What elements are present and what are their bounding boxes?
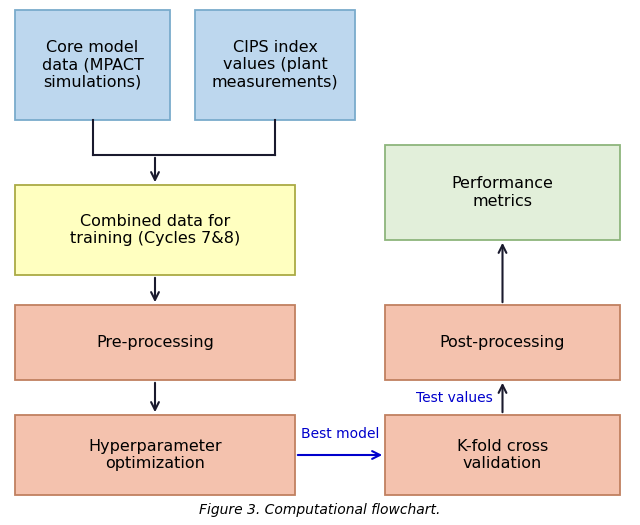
Text: Core model
data (MPACT
simulations): Core model data (MPACT simulations) (42, 40, 143, 90)
Text: K-fold cross
validation: K-fold cross validation (457, 439, 548, 471)
Text: Test values: Test values (416, 391, 493, 404)
FancyBboxPatch shape (385, 145, 620, 240)
Text: Best model: Best model (301, 427, 379, 441)
Text: Figure 3. Computational flowchart.: Figure 3. Computational flowchart. (199, 503, 441, 517)
Text: Pre-processing: Pre-processing (96, 335, 214, 350)
FancyBboxPatch shape (195, 10, 355, 120)
Text: Performance
metrics: Performance metrics (452, 176, 554, 209)
Text: Post-processing: Post-processing (440, 335, 565, 350)
Text: Hyperparameter
optimization: Hyperparameter optimization (88, 439, 222, 471)
FancyBboxPatch shape (15, 305, 295, 380)
FancyBboxPatch shape (15, 10, 170, 120)
FancyBboxPatch shape (385, 415, 620, 495)
FancyBboxPatch shape (15, 185, 295, 275)
FancyBboxPatch shape (15, 415, 295, 495)
FancyBboxPatch shape (385, 305, 620, 380)
Text: Combined data for
training (Cycles 7&8): Combined data for training (Cycles 7&8) (70, 214, 240, 246)
Text: CIPS index
values (plant
measurements): CIPS index values (plant measurements) (212, 40, 339, 90)
